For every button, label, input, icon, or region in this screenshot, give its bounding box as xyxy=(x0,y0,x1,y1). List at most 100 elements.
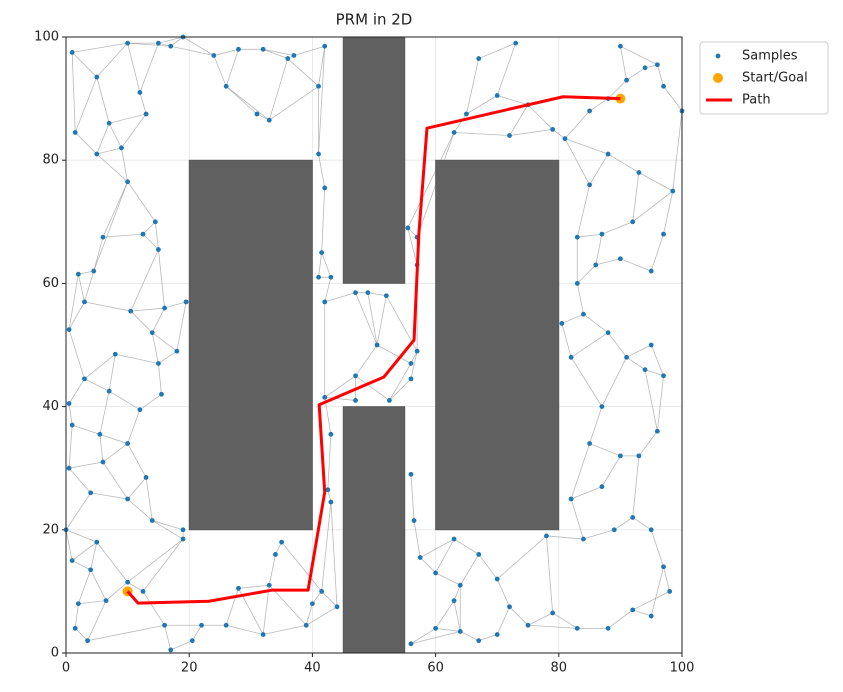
sample-point xyxy=(140,231,146,237)
sample-point xyxy=(316,83,321,89)
legend-box xyxy=(699,41,829,115)
sample-point xyxy=(494,93,500,98)
roadmap-edge xyxy=(170,36,184,47)
sample-point xyxy=(149,330,155,336)
sample-point xyxy=(605,151,611,157)
roadmap-edge xyxy=(663,86,683,112)
roadmap-edge xyxy=(413,520,421,558)
sample-point xyxy=(180,536,186,542)
roadmap-edge xyxy=(546,535,554,613)
sample-point xyxy=(630,607,636,613)
sample-point xyxy=(408,471,414,477)
roadmap-edge xyxy=(77,569,92,604)
roadmap-edge xyxy=(355,375,390,401)
sample-point xyxy=(670,188,676,194)
roadmap-edge xyxy=(96,147,122,155)
sample-point xyxy=(260,46,266,52)
sample-point xyxy=(618,43,623,49)
sample-point xyxy=(574,625,580,631)
roadmap-edge xyxy=(389,363,412,401)
roadmap-edge xyxy=(420,538,455,558)
sample-point xyxy=(661,373,666,379)
sample-point xyxy=(125,179,130,185)
sample-point xyxy=(125,40,130,46)
sample-point xyxy=(236,46,241,52)
roadmap-edge xyxy=(77,274,85,302)
sample-point xyxy=(322,43,328,49)
roadmap-edge xyxy=(626,67,646,81)
roadmap-edge xyxy=(496,578,510,607)
sample-point xyxy=(605,625,611,631)
roadmap-edge xyxy=(607,153,640,173)
roadmap-edge xyxy=(509,606,529,626)
sample-point xyxy=(365,290,371,296)
roadmap-edge xyxy=(478,554,498,580)
roadmap-edge xyxy=(324,277,332,302)
roadmap-edge xyxy=(74,76,98,133)
roadmap-edge xyxy=(96,541,128,583)
roadmap-edge xyxy=(466,58,480,115)
sample-point xyxy=(408,376,414,382)
sample-point xyxy=(119,145,124,151)
legend-marker xyxy=(713,73,723,83)
sample-point xyxy=(162,305,167,311)
roadmap-edge xyxy=(410,351,418,379)
roadmap-edge xyxy=(225,85,270,121)
sample-point xyxy=(140,589,146,594)
roadmap-edge xyxy=(69,461,104,469)
roadmap-edge xyxy=(638,172,673,192)
roadmap-edge xyxy=(182,36,215,56)
roadmap-edge xyxy=(453,113,467,133)
sample-point xyxy=(291,53,297,58)
roadmap-edge xyxy=(130,310,153,333)
roadmap-edge xyxy=(139,43,159,93)
roadmap-edge xyxy=(321,252,332,278)
roadmap-edge xyxy=(225,588,239,626)
roadmap-edge xyxy=(127,538,184,583)
roadmap-edge xyxy=(327,434,332,490)
roadmap-edge xyxy=(632,455,640,518)
roadmap-edge xyxy=(321,502,332,592)
roadmap-edge xyxy=(576,264,597,284)
roadmap-edge xyxy=(68,329,85,379)
roadmap-edge xyxy=(650,344,664,376)
sample-point xyxy=(69,558,75,563)
sample-point xyxy=(82,299,87,305)
roadmap-edge xyxy=(459,554,480,586)
roadmap-edge xyxy=(589,153,609,186)
roadmap-edge xyxy=(419,557,436,574)
roadmap-edge xyxy=(552,612,578,629)
sample-point xyxy=(648,527,654,533)
roadmap-edge xyxy=(142,538,184,592)
sample-point xyxy=(648,613,654,619)
roadmap-edge xyxy=(546,535,584,540)
sample-point xyxy=(624,354,629,360)
sample-point xyxy=(266,582,272,588)
sample-point xyxy=(137,407,143,413)
roadmap-edge xyxy=(152,520,184,540)
roadmap-edge xyxy=(71,52,98,78)
sample-point xyxy=(97,431,103,437)
roadmap-edge xyxy=(435,538,455,574)
sample-point xyxy=(562,136,568,142)
sample-point xyxy=(100,459,106,465)
sample-point xyxy=(189,638,195,644)
roadmap-edge xyxy=(65,529,97,543)
roadmap-edge xyxy=(496,535,547,580)
roadmap-edge xyxy=(367,292,387,297)
path-line xyxy=(126,95,621,605)
roadmap-edge xyxy=(108,390,141,411)
sample-point xyxy=(183,299,189,305)
sample-point xyxy=(574,234,580,240)
sample-point xyxy=(513,40,519,46)
roadmap-edge xyxy=(583,313,609,333)
roadmap-edge xyxy=(191,625,202,641)
roadmap-edge xyxy=(158,350,178,364)
sample-point xyxy=(322,394,328,400)
sample-point xyxy=(464,111,469,117)
roadmap-edge xyxy=(164,301,187,309)
sample-point xyxy=(661,231,666,237)
roadmap-edge xyxy=(164,625,172,651)
sample-point xyxy=(353,290,358,296)
